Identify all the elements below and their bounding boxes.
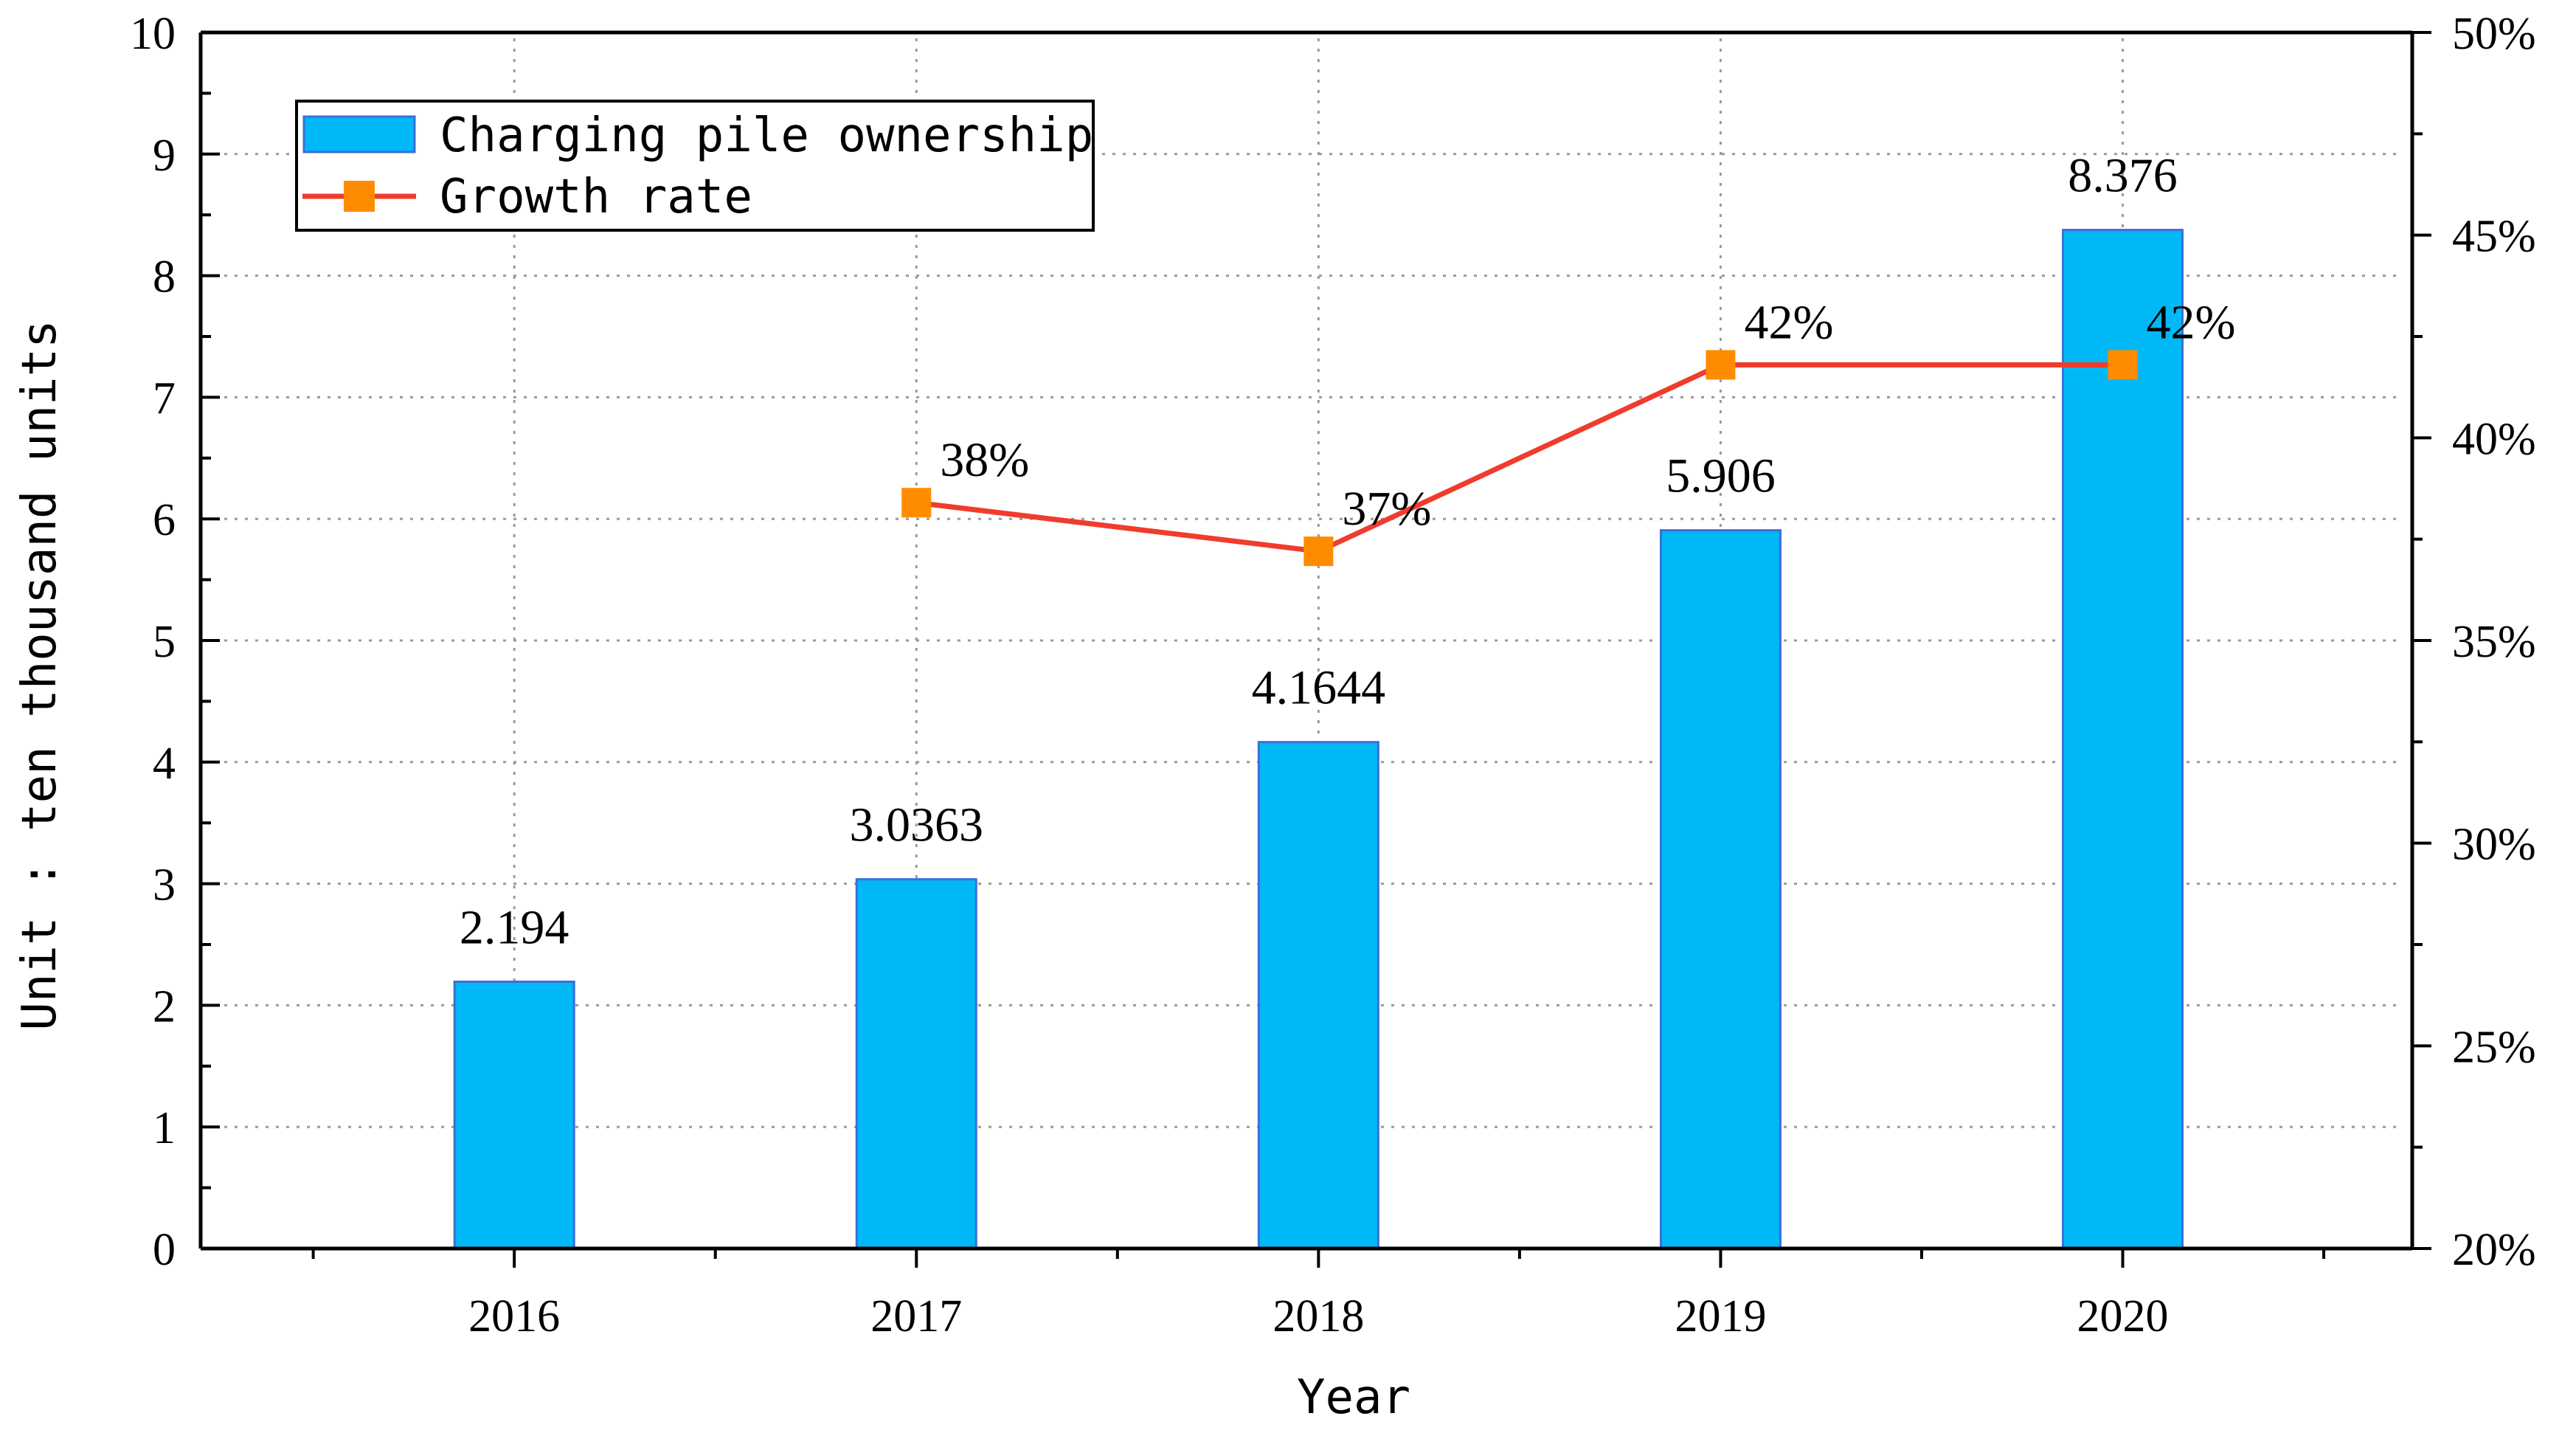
bar-value-label: 5.906 xyxy=(1666,449,1776,503)
y-right-tick-label: 30% xyxy=(2452,820,2536,870)
bar-value-label: 4.1644 xyxy=(1252,661,1386,715)
legend: Charging pile ownership Growth rate xyxy=(295,100,1095,232)
x-tick-label: 2020 xyxy=(2077,1291,2169,1342)
line-marker xyxy=(1706,350,1736,380)
bar xyxy=(1659,529,1782,1250)
legend-label-line: Growth rate xyxy=(440,170,752,224)
bar-value-label: 8.376 xyxy=(2068,149,2178,203)
y-left-tick-label: 10 xyxy=(130,9,176,59)
line-value-label: 42% xyxy=(1744,295,1833,349)
line-value-label: 42% xyxy=(2147,295,2236,349)
y-left-tick-label: 5 xyxy=(153,617,176,667)
y-left-tick-label: 0 xyxy=(153,1225,176,1275)
bar xyxy=(453,980,575,1250)
y-right-tick-label: 50% xyxy=(2452,9,2536,59)
y-left-tick-label: 3 xyxy=(153,860,176,911)
x-tick-label: 2019 xyxy=(1675,1291,1766,1342)
line-marker xyxy=(1303,536,1334,567)
growth-rate-line xyxy=(915,362,2123,554)
y-axis-title: Unit : ten thousand units xyxy=(13,320,67,1030)
legend-label-bar: Charging pile ownership xyxy=(440,108,1093,163)
bar-value-label: 3.0363 xyxy=(850,798,984,852)
bar-value-label: 2.194 xyxy=(460,900,569,954)
y-right-tick-label: 25% xyxy=(2452,1022,2536,1072)
bar xyxy=(2062,229,2184,1250)
y-right-tick-label: 20% xyxy=(2452,1225,2536,1275)
y-left-tick-label: 8 xyxy=(153,252,176,303)
y-left-tick-label: 4 xyxy=(153,739,176,789)
x-tick-label: 2016 xyxy=(468,1291,560,1342)
legend-swatch-marker xyxy=(344,181,375,212)
line-layer xyxy=(901,350,2138,567)
y-right-tick-label: 45% xyxy=(2452,212,2536,262)
y-right-tick-label: 35% xyxy=(2452,617,2536,667)
y-left-tick-label: 6 xyxy=(153,495,176,545)
labels-layer: 2.194 3.0363 4.1644 5.906 8.376 38% 37% 42% 42% xyxy=(460,149,2236,955)
y-left-tick-label: 9 xyxy=(153,131,176,181)
line-marker xyxy=(2108,350,2138,380)
y-left-tick-label: 2 xyxy=(153,981,176,1032)
y-left-tick-label: 1 xyxy=(153,1103,176,1153)
axes-layer: 0 1 2 3 4 5 6 7 8 9 10 20% 25% 30% 35% 40% 45% 50% 2016 201… xyxy=(130,9,2536,1342)
bar xyxy=(855,878,977,1250)
line-marker xyxy=(901,488,932,518)
bars-layer xyxy=(453,229,2184,1250)
y-left-tick-label: 7 xyxy=(153,373,176,424)
line-value-label: 38% xyxy=(940,433,1029,487)
legend-box xyxy=(295,100,1095,232)
line-value-label: 37% xyxy=(1342,482,1431,536)
x-axis-title: Year xyxy=(1297,1370,1410,1425)
y-right-tick-label: 40% xyxy=(2452,414,2536,464)
bar xyxy=(1257,741,1379,1250)
legend-swatch-bar xyxy=(302,115,416,153)
x-tick-label: 2018 xyxy=(1273,1291,1364,1342)
x-tick-label: 2017 xyxy=(870,1291,962,1342)
